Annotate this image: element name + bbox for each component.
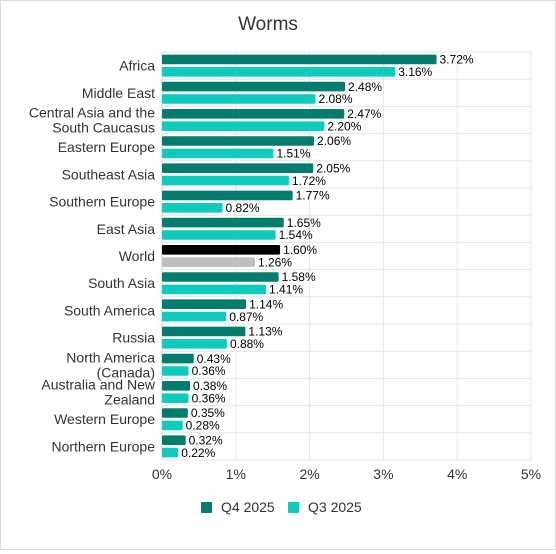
bars: 3.72%3.16%2.48%2.08%2.47%2.20%2.06%1.51%… xyxy=(162,53,474,460)
bar-q3 xyxy=(162,285,266,295)
bar-q4 xyxy=(162,245,280,255)
bar-q4 xyxy=(162,435,186,445)
data-label: 0.36% xyxy=(192,391,226,405)
data-label: 1.54% xyxy=(279,228,313,242)
bar-q4 xyxy=(162,218,284,228)
legend-label[interactable]: Q4 2025 xyxy=(221,499,275,515)
category-label: Russia xyxy=(112,330,155,346)
legend-swatch xyxy=(288,502,299,513)
bar-q3 xyxy=(162,366,189,376)
category-label: Africa xyxy=(119,58,155,74)
x-tick-label: 1% xyxy=(226,466,246,482)
bar-q4 xyxy=(162,299,246,309)
data-label: 1.26% xyxy=(258,255,292,269)
data-label: 0.82% xyxy=(226,201,260,215)
data-label: 2.20% xyxy=(327,119,361,133)
bar-q4 xyxy=(162,272,279,282)
category-label: South America xyxy=(64,302,155,318)
data-label: 3.72% xyxy=(440,53,474,67)
bar-q3 xyxy=(162,149,273,159)
data-label: 3.16% xyxy=(398,65,432,79)
bar-q3 xyxy=(162,393,189,403)
category-label: Eastern Europe xyxy=(58,139,155,155)
category-labels: Africa Middle East Central Asia and the Sou… xyxy=(29,58,156,455)
data-label: 1.51% xyxy=(276,147,310,161)
x-tick-label: 2% xyxy=(299,466,319,482)
data-label: 2.48% xyxy=(348,80,382,94)
x-tick-label: 4% xyxy=(447,466,467,482)
category-label: Middle East xyxy=(82,85,155,101)
category-label: South Asia xyxy=(88,275,155,291)
category-label: Australia and New Zealand xyxy=(41,377,156,408)
data-label: 0.36% xyxy=(192,364,226,378)
bar-q3 xyxy=(162,203,223,213)
bar-q4 xyxy=(162,55,437,65)
bar-q3 xyxy=(162,176,289,186)
data-label: 0.28% xyxy=(186,419,220,433)
category-label: East Asia xyxy=(97,221,156,237)
legend: Q4 2025 Q3 2025 xyxy=(201,499,362,515)
category-label: Northern Europe xyxy=(51,438,155,454)
bar-q3 xyxy=(162,94,316,104)
chart-title: Worms xyxy=(238,14,298,35)
x-tick-label: 5% xyxy=(521,466,541,482)
bar-q3 xyxy=(162,448,178,458)
bar-q4 xyxy=(162,163,313,173)
bar-q3 xyxy=(162,67,395,77)
bar-q3 xyxy=(162,339,227,349)
data-label: 0.88% xyxy=(230,337,264,351)
bar-q4 xyxy=(162,82,345,92)
bar-q3 xyxy=(162,312,226,322)
bar-q3 xyxy=(162,421,183,431)
category-label: Western Europe xyxy=(54,411,155,427)
category-label: Central Asia and the South Caucasus xyxy=(29,105,155,136)
bar-q4 xyxy=(162,136,314,146)
data-label: 1.41% xyxy=(269,283,303,297)
bar-q3 xyxy=(162,121,324,131)
bar-q4 xyxy=(162,354,194,364)
legend-swatch xyxy=(201,502,212,513)
x-tick-label: 0% xyxy=(152,466,172,482)
x-tick-label: 3% xyxy=(373,466,393,482)
category-label: Southern Europe xyxy=(49,194,155,210)
x-axis-ticks: 0% 1% 2% 3% 4% 5% xyxy=(152,466,541,482)
bar-q4 xyxy=(162,191,293,201)
data-label: 1.72% xyxy=(292,174,326,188)
bar-q3 xyxy=(162,230,276,240)
category-label: Southeast Asia xyxy=(62,166,156,182)
bar-q4 xyxy=(162,327,245,337)
data-label: 2.08% xyxy=(319,92,353,106)
data-label: 0.87% xyxy=(229,310,263,324)
bar-q4 xyxy=(162,109,344,119)
bar-q4 xyxy=(162,381,190,391)
category-label: World xyxy=(119,248,155,264)
data-label: 0.22% xyxy=(181,446,215,460)
data-label: 1.77% xyxy=(296,189,330,203)
bar-q3 xyxy=(162,257,255,267)
bar-q4 xyxy=(162,408,188,418)
legend-label[interactable]: Q3 2025 xyxy=(308,499,362,515)
data-label: 2.06% xyxy=(317,134,351,148)
